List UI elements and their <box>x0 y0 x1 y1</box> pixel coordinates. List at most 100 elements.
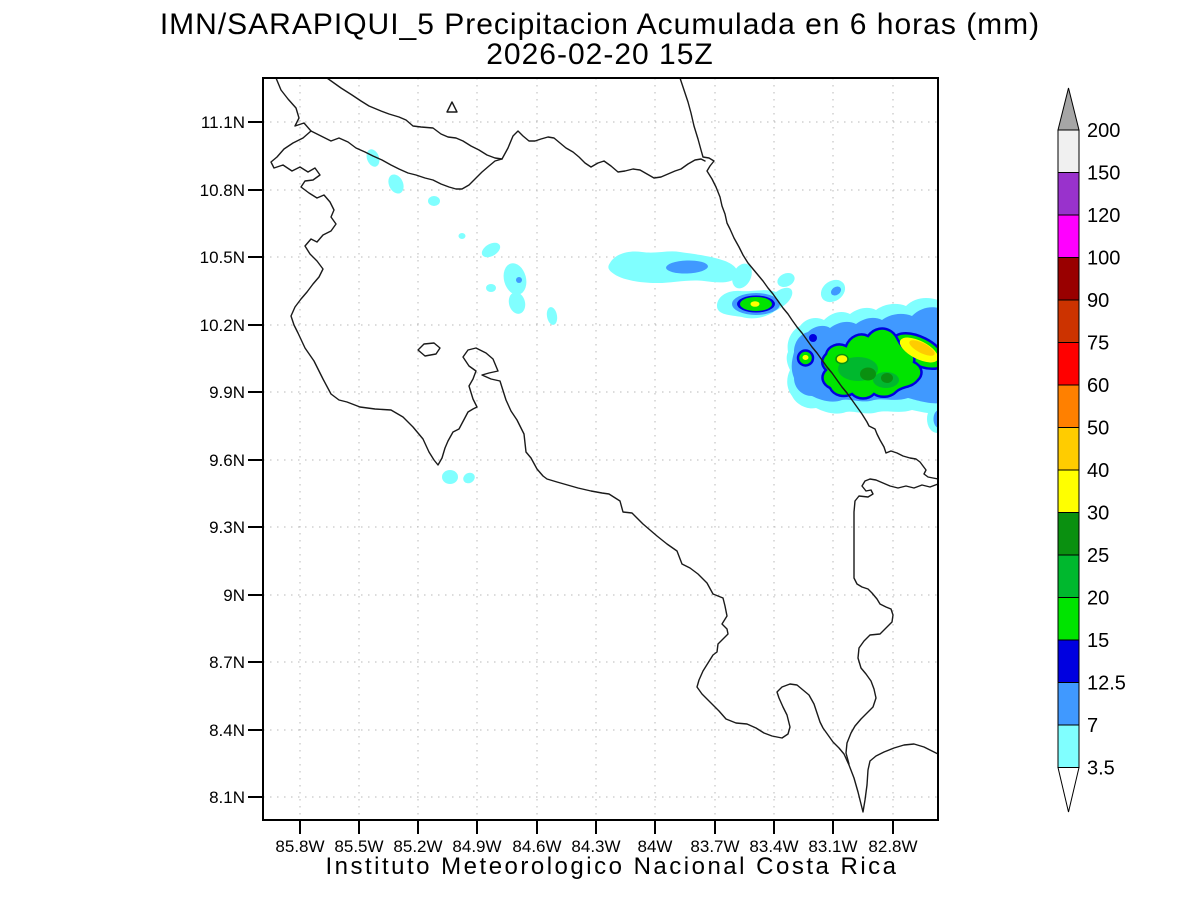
title-line-2: 2026-02-20 15Z <box>486 38 714 71</box>
lon-tick-label: 84W <box>638 837 673 856</box>
lat-tick-label: 9.9N <box>209 383 245 402</box>
rain-cell <box>503 263 527 295</box>
colorbar-underflow-arrow <box>1057 767 1080 813</box>
colorbar-segment <box>1057 299 1080 343</box>
rain-cell-core <box>516 277 522 283</box>
lat-tick-label: 8.4N <box>209 721 245 740</box>
lon-tick-label: 84.9W <box>452 837 501 856</box>
lon-tick-label: 83.1W <box>808 837 857 856</box>
lat-axis: 11.1N 10.8N 10.5N 10.2N 9.9N 9.6N 9.3N 9… <box>200 113 245 807</box>
colorbar-segment <box>1057 257 1080 301</box>
deep-blue-spot <box>809 334 817 342</box>
lake-nicaragua-shore <box>326 78 706 179</box>
rain-cell <box>442 470 458 484</box>
lon-tick-label: 85.5W <box>334 837 383 856</box>
colorbar-tick-label: 50 <box>1087 418 1109 440</box>
colorbar-tick-label: 75 <box>1087 333 1109 355</box>
colorbar-tick-label: 12.5 <box>1087 673 1126 695</box>
colorbar-tick-label: 25 <box>1087 545 1109 567</box>
colorbar-segment <box>1057 597 1080 641</box>
colorbar-tick-label: 7 <box>1087 715 1098 737</box>
colorbar-segment <box>1057 129 1080 173</box>
lat-tick-label: 11.1N <box>201 113 245 132</box>
green-25-patch <box>860 367 876 381</box>
colorbar-tick-label: 40 <box>1087 460 1109 482</box>
caribbean-coastline <box>679 78 938 480</box>
colorbar-segment <box>1057 172 1080 216</box>
colorbar-tick-label: 120 <box>1087 205 1120 227</box>
colorbar-tick-label: 20 <box>1087 588 1109 610</box>
colorbar-segment <box>1057 554 1080 598</box>
colorbar-segment <box>1057 724 1080 768</box>
axis-ticks <box>248 121 894 834</box>
storm-cell-yellow <box>750 301 760 307</box>
lat-tick-label: 9.6N <box>209 451 245 470</box>
colorbar-segment <box>1057 342 1080 386</box>
lat-tick-label: 10.2N <box>200 316 245 335</box>
lat-tick-label: 10.5N <box>200 248 245 267</box>
rain-cell <box>481 242 501 258</box>
rain-cell <box>777 272 795 288</box>
isla-chira-outline <box>417 342 441 357</box>
lon-tick-label: 83.7W <box>690 837 739 856</box>
colorbar-segment <box>1057 469 1080 513</box>
lon-tick-label: 84.3W <box>571 837 620 856</box>
rain-cell <box>927 405 938 433</box>
yellow-core <box>835 353 849 365</box>
colorbar-segment <box>1057 384 1080 428</box>
rain-cell <box>486 284 496 292</box>
precipitation-contours <box>366 149 938 484</box>
colorbar-segment <box>1057 512 1080 556</box>
rain-cell <box>458 233 466 239</box>
rain-cell-core <box>830 286 842 296</box>
colorbar-tick-label: 200 <box>1087 120 1120 142</box>
rain-cell-core <box>933 410 938 428</box>
figure-title: IMN/SARAPIQUI_5 Precipitacion Acumulada … <box>160 8 1040 71</box>
gold-streak-core <box>909 340 935 356</box>
colorbar-tick-label: 15 <box>1087 630 1109 652</box>
lat-tick-label: 8.7N <box>209 653 245 672</box>
coastlines <box>270 78 938 813</box>
plot-frame <box>262 77 939 821</box>
small-yellow-core <box>802 355 809 360</box>
rain-cell <box>546 307 558 325</box>
colorbar-tick-label: 3.5 <box>1087 758 1115 780</box>
lat-tick-label: 9.3N <box>209 518 245 537</box>
lon-tick-label: 84.6W <box>512 837 561 856</box>
rain-cell <box>463 472 475 484</box>
panama-border <box>845 478 938 765</box>
lat-tick-label: 10.8N <box>200 181 245 200</box>
lon-tick-label: 85.8W <box>275 837 324 856</box>
colorbar-tick-label: 60 <box>1087 375 1109 397</box>
rain-cell <box>428 196 440 206</box>
colorbar-tick-label: 100 <box>1087 248 1120 270</box>
pacific-coastline <box>270 78 938 813</box>
rain-cell <box>508 292 526 314</box>
colorbar: 200 150 120 100 90 75 60 50 40 30 25 20 … <box>1057 87 1126 813</box>
lake-island-outline <box>446 101 458 113</box>
title-line-1: IMN/SARAPIQUI_5 Precipitacion Acumulada … <box>160 8 1040 41</box>
colorbar-tick-label: 30 <box>1087 503 1109 525</box>
footer-attribution: Instituto Meteorologico Nacional Costa R… <box>325 853 898 880</box>
colorbar-segment <box>1057 214 1080 258</box>
nicaragua-border <box>310 130 503 190</box>
lat-tick-label: 8.1N <box>209 788 245 807</box>
rain-band-core <box>666 260 708 274</box>
rain-cell <box>388 174 404 194</box>
lon-tick-label: 83.4W <box>749 837 798 856</box>
lon-tick-label: 85.2W <box>393 837 442 856</box>
colorbar-tick-label: 90 <box>1087 290 1109 312</box>
colorbar-segment <box>1057 682 1080 726</box>
rain-cell <box>732 263 752 289</box>
colorbar-overflow-arrow <box>1057 87 1080 131</box>
lon-tick-label: 82.8W <box>868 837 917 856</box>
grid-lines <box>263 78 938 820</box>
lat-tick-label: 9N <box>223 586 245 605</box>
colorbar-segment <box>1057 639 1080 683</box>
colorbar-segment <box>1057 427 1080 471</box>
green-25-patch <box>881 373 893 383</box>
colorbar-tick-label: 150 <box>1087 163 1120 185</box>
lon-axis: 85.8W 85.5W 85.2W 84.9W 84.6W 84.3W 84W … <box>275 837 917 856</box>
